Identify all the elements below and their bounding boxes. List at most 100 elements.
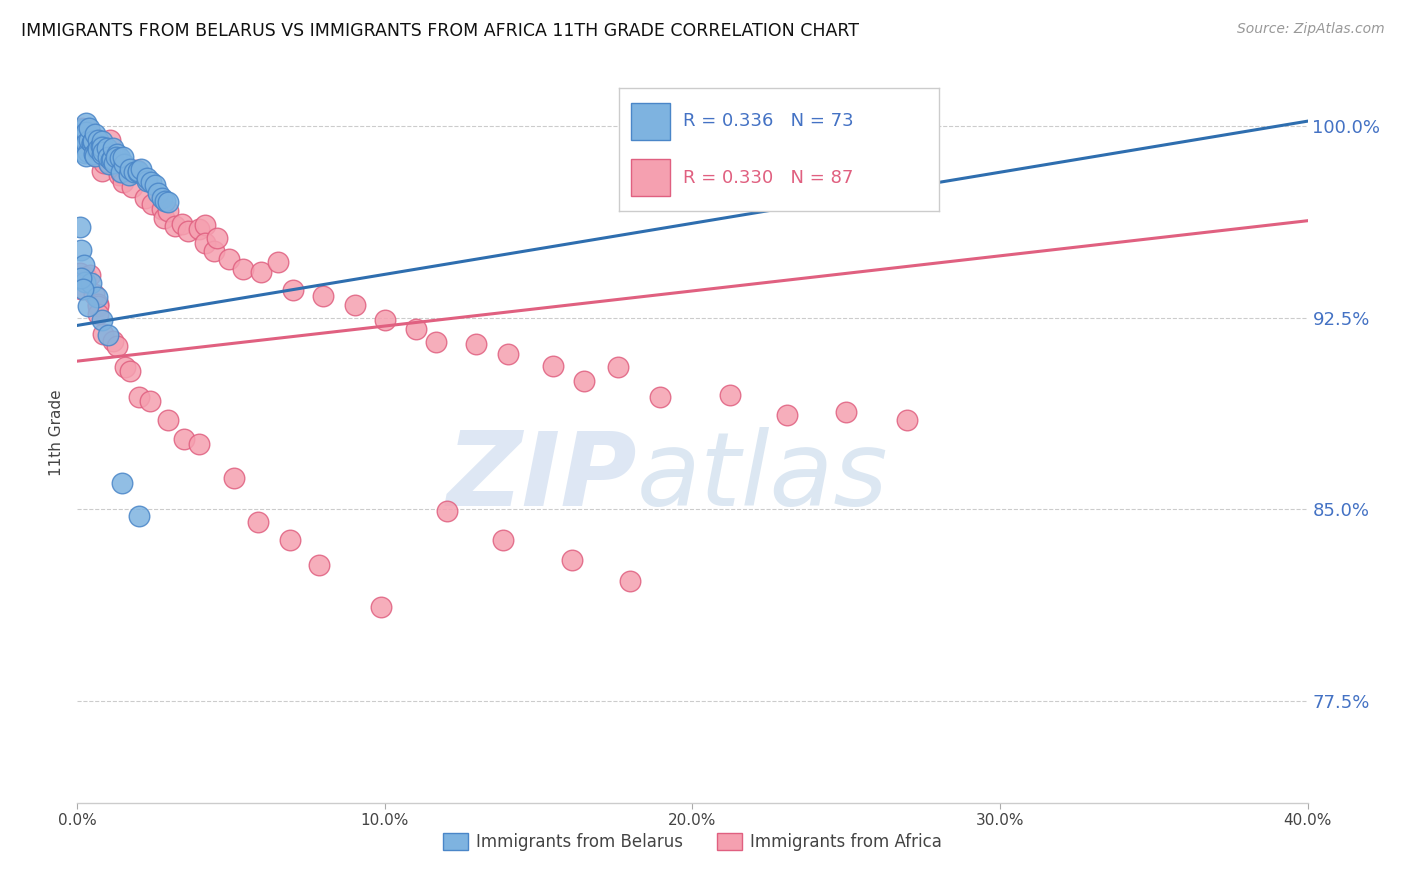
Point [103,154,125,169]
Point [187,222,209,236]
Point [75,116,97,130]
Point [72,282,94,296]
Point [69,282,91,296]
Point [835,405,858,419]
Point [896,413,918,427]
Point [75,138,97,153]
Point [246,515,269,529]
Point [373,312,395,326]
Point [69,127,91,141]
Point [232,262,254,277]
Point [80,136,103,151]
Point [114,360,136,375]
Point [205,231,228,245]
Point [103,156,125,170]
Point [75,148,97,162]
Point [67,139,90,153]
Point [73,258,96,272]
Point [111,475,134,490]
Text: atlas: atlas [637,427,889,527]
Point [156,203,179,218]
Point [541,359,564,374]
Point [156,413,179,427]
Point [135,174,157,188]
Point [202,244,225,259]
Point [105,339,128,353]
Point [86,136,108,151]
Point [128,508,150,523]
Point [70,243,93,257]
Point [112,150,135,164]
Point [90,134,112,148]
Point [72,122,94,136]
Point [267,255,290,269]
Point [436,504,458,518]
Point [77,133,100,147]
Point [67,128,90,142]
Point [104,150,127,164]
Legend: Immigrants from Belarus, Immigrants from Africa: Immigrants from Belarus, Immigrants from… [436,826,949,857]
Point [136,171,159,186]
Point [249,265,271,279]
Point [496,346,519,360]
Point [82,134,104,148]
Point [98,146,121,161]
Point [108,168,131,182]
Point [86,308,108,322]
Point [83,149,105,163]
Point [91,140,114,154]
Point [173,432,195,446]
Point [312,289,335,303]
Point [139,394,162,409]
Point [75,269,97,284]
Point [141,176,163,190]
Point [89,142,111,156]
Point [648,390,671,404]
Point [77,121,100,136]
Point [73,145,96,160]
Point [177,224,200,238]
Point [125,163,148,178]
Point [110,164,132,178]
Point [492,533,515,547]
Point [188,437,211,451]
Point [370,600,392,615]
Text: IMMIGRANTS FROM BELARUS VS IMMIGRANTS FROM AFRICA 11TH GRADE CORRELATION CHART: IMMIGRANTS FROM BELARUS VS IMMIGRANTS FR… [21,22,859,40]
Point [143,178,166,193]
Point [76,121,98,136]
Point [110,166,132,180]
Point [308,558,330,572]
Point [153,194,176,208]
Point [91,147,114,161]
Point [97,155,120,169]
Point [75,125,97,139]
Point [343,298,366,312]
Point [194,218,217,232]
Point [93,145,115,159]
Point [101,152,124,166]
Point [97,150,120,164]
Point [80,276,103,290]
Point [96,141,118,155]
Point [776,409,799,423]
Point [93,156,115,170]
Point [83,287,105,301]
Point [82,134,104,148]
Point [163,219,186,233]
Point [112,175,135,189]
Point [97,157,120,171]
Point [86,141,108,155]
Point [101,334,124,348]
Point [76,136,98,151]
Point [90,147,112,161]
Point [222,471,245,485]
Point [111,166,134,180]
Point [76,136,98,150]
Point [425,335,447,350]
Point [150,191,173,205]
Point [118,161,141,176]
Point [69,270,91,285]
Point [91,327,114,342]
Point [83,136,105,150]
Point [121,180,143,194]
